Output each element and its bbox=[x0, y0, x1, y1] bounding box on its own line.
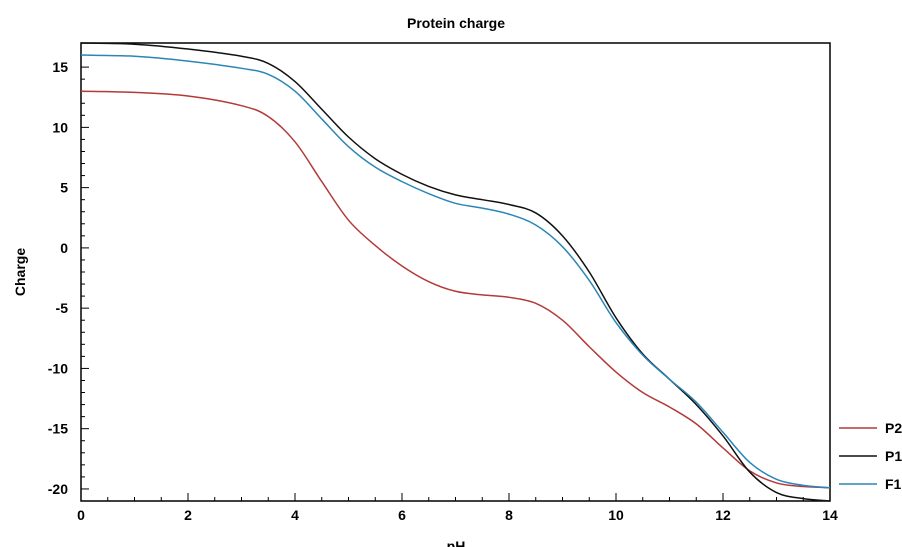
x-axis: 0 2 4 6 8 10 12 14 bbox=[77, 493, 838, 523]
legend-label-f1: F1 bbox=[885, 476, 902, 492]
x-tick-label: 10 bbox=[608, 507, 624, 523]
series-line-p2 bbox=[80, 90, 831, 489]
y-tick-label: -15 bbox=[48, 421, 68, 437]
y-tick-label: -5 bbox=[56, 300, 69, 316]
x-tick-label: 14 bbox=[822, 507, 838, 523]
x-tick-label: 6 bbox=[398, 507, 406, 523]
y-tick-label: -20 bbox=[48, 481, 68, 497]
y-tick-label: -10 bbox=[48, 360, 68, 376]
series-line-p1 bbox=[80, 42, 831, 502]
x-tick-label: 12 bbox=[715, 507, 731, 523]
y-axis: -20 -15 -10 -5 0 5 10 15 bbox=[48, 42, 89, 502]
y-tick-label: 10 bbox=[52, 119, 68, 135]
series-line-f1 bbox=[80, 54, 831, 489]
y-axis-label: Charge bbox=[12, 248, 28, 296]
x-axis-label: pH bbox=[447, 538, 466, 547]
legend-label-p1: P1 bbox=[885, 448, 902, 464]
x-tick-label: 0 bbox=[77, 507, 85, 523]
x-tick-label: 2 bbox=[184, 507, 192, 523]
plot-frame bbox=[80, 42, 831, 502]
x-tick-label: 8 bbox=[505, 507, 513, 523]
y-tick-label: 5 bbox=[60, 180, 68, 196]
series-layer bbox=[80, 42, 831, 502]
y-tick-label: 15 bbox=[52, 59, 68, 75]
x-tick-label: 4 bbox=[291, 507, 299, 523]
legend-label-p2: P2 bbox=[885, 420, 902, 436]
chart-title: Protein charge bbox=[407, 15, 505, 31]
y-tick-label: 0 bbox=[60, 240, 68, 256]
legend: P2 P1 F1 bbox=[839, 420, 902, 492]
